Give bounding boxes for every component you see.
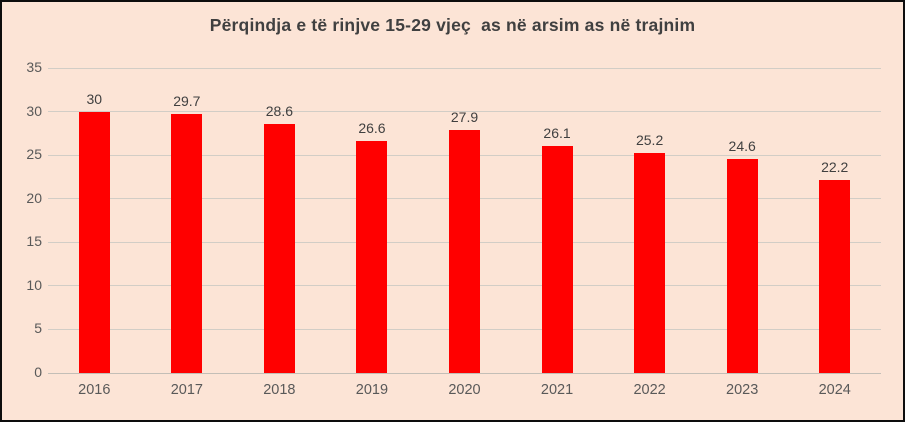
y-tick-label-0: 0 [34,364,42,380]
y-tick-label-30: 30 [26,102,42,119]
bar-2024 [819,179,851,373]
x-tick-label-2017: 2017 [170,382,203,398]
data-label-2022: 25.2 [635,132,664,149]
chart-title: Përqindja e të rinjve 15-29 vjeç as në a… [209,15,696,35]
bar-2016 [78,111,110,373]
bar-2022 [634,153,666,373]
y-tick-label-10: 10 [26,276,42,293]
bar-2017 [171,114,203,373]
x-tick-label-2021: 2021 [540,382,574,398]
x-tick-label-2020: 2020 [448,382,481,398]
data-label-2023: 24.6 [728,137,756,154]
gridline-0 [48,372,881,374]
y-tick-label-25: 25 [26,146,42,163]
x-tick-label-2023: 2023 [726,382,759,398]
bar-2019 [356,141,388,373]
data-label-2018: 28.6 [265,102,293,119]
data-label-2019: 26.6 [358,120,386,137]
data-label-2021: 26.1 [543,124,571,141]
data-label-2024: 22.2 [821,158,849,175]
y-tick-label-5: 5 [34,320,42,337]
data-label-2016: 30 [86,90,103,107]
x-tick-label-2022: 2022 [633,382,666,398]
data-label-2020: 27.9 [450,108,479,125]
gridline-35 [48,67,881,69]
x-tick-label-2016: 2016 [78,382,111,398]
plot-area: 30 29.7 28.6 26.6 27.9 26.1 25.2 24.6 22.2 [48,67,881,374]
y-tick-label-35: 35 [26,59,42,75]
bar-2023 [726,158,758,373]
data-label-2017: 29.7 [173,93,201,110]
y-tick-label-15: 15 [26,233,42,250]
x-tick-label-2018: 2018 [263,382,296,398]
bar-2020 [449,129,480,373]
bar-2021 [541,145,573,373]
gridline-30 [48,111,881,113]
bar-2018 [263,123,295,373]
x-tick-label-2019: 2019 [355,382,389,398]
x-tick-label-2024: 2024 [818,382,851,398]
y-tick-label-20: 20 [26,189,42,206]
